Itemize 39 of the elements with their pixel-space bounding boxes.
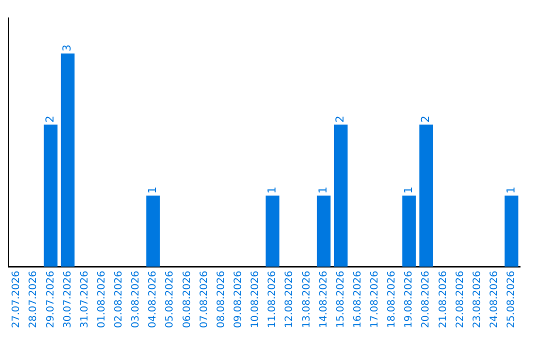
x-tick-label: 18.08.2026: [386, 270, 398, 328]
data-label: 1: [402, 186, 415, 194]
x-tick-label: 23.08.2026: [472, 270, 483, 328]
data-label: 1: [265, 186, 278, 194]
x-tick-label: 15.08.2026: [335, 270, 346, 328]
x-tick-label: 21.08.2026: [438, 270, 449, 328]
x-tick-label: 12.08.2026: [284, 270, 296, 328]
x-tick-label: 20.08.2026: [420, 270, 432, 328]
x-tick-label: 31.07.2026: [79, 270, 90, 328]
x-tick-label: 09.08.2026: [232, 270, 244, 328]
data-label: 2: [44, 116, 57, 123]
x-tick-label: 27.07.2026: [11, 270, 22, 328]
x-tick-label: 30.07.2026: [62, 270, 74, 328]
data-label: 1: [504, 186, 518, 194]
x-tick-label: 22.08.2026: [454, 270, 466, 328]
x-tick-label: 10.08.2026: [250, 270, 262, 328]
x-tick-label: 25.08.2026: [506, 270, 518, 328]
x-tick-label: 13.08.2026: [301, 270, 312, 328]
x-tick-label: 24.08.2026: [488, 270, 500, 328]
x-tick-label: 03.08.2026: [130, 270, 142, 328]
x-tick-label: 14.08.2026: [318, 270, 330, 328]
data-label: 2: [334, 116, 347, 123]
data-label: 1: [146, 186, 159, 194]
x-tick-label: 11.08.2026: [267, 270, 278, 328]
x-tick-label: 19.08.2026: [404, 270, 415, 328]
x-tick-label: 06.08.2026: [182, 270, 193, 328]
data-label: 3: [60, 44, 74, 52]
x-tick-label: 17.08.2026: [370, 270, 381, 328]
x-tick-label: 07.08.2026: [198, 270, 210, 328]
x-tick-label: 29.07.2026: [45, 270, 56, 328]
data-label: 1: [316, 186, 330, 194]
x-tick-label: 08.08.2026: [216, 270, 227, 328]
x-tick-label: 05.08.2026: [164, 270, 176, 328]
x-tick-label: 02.08.2026: [114, 270, 125, 328]
x-tick-label: 16.08.2026: [352, 270, 364, 328]
x-tick-label: 01.08.2026: [96, 270, 108, 328]
x-tick-label: 04.08.2026: [148, 270, 159, 328]
x-tick-label: 28.07.2026: [28, 270, 40, 328]
data-label: 2: [418, 116, 432, 123]
